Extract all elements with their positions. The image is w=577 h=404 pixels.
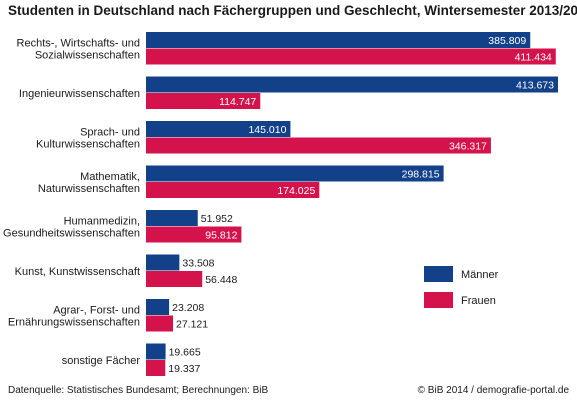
bar-frauen [146, 226, 242, 243]
bar-frauen [146, 360, 166, 376]
category-label: Mathematik, Naturwissenschaften [38, 171, 140, 195]
category-labels: Rechts-, Wirtschafts- und Sozialwissensch… [3, 37, 140, 367]
footer-credit: © BiB 2014 / demografie-portal.de [417, 385, 569, 396]
value-label: 145.010 [248, 124, 286, 136]
value-label: 19.337 [168, 363, 200, 375]
footer-source: Datenquelle: Statistisches Bundesamt; Be… [8, 385, 269, 396]
bar-frauen [146, 271, 203, 287]
bar-m-nner [146, 299, 170, 315]
legend: Männer Frauen [424, 266, 499, 308]
value-label: 411.434 [515, 52, 552, 64]
bar-frauen [146, 93, 261, 109]
chart-title: Studenten in Deutschland nach Fächergrup… [8, 3, 577, 18]
value-label: 174.025 [277, 185, 315, 197]
bar-frauen [146, 182, 320, 198]
value-label: 346.317 [449, 141, 487, 153]
category-label: Kunst, Kunstwissenschaft [15, 266, 140, 278]
value-label: 95.812 [205, 230, 237, 242]
legend-swatch-m-nner [424, 266, 453, 282]
value-label: 385.809 [488, 35, 526, 47]
legend-swatch-frauen [424, 292, 453, 308]
category-label: sonstige Fächer [62, 355, 141, 367]
legend-label-frauen: Frauen [461, 295, 496, 307]
value-label: 56.448 [205, 274, 237, 286]
bar-m-nner [146, 121, 291, 137]
category-label: Humanmedizin, Gesundheitswissenschaften [3, 215, 140, 239]
category-label: Sprach- und Kulturwissenschaften [36, 126, 140, 150]
category-label: Rechts-, Wirtschafts- und Sozialwissensch… [17, 37, 140, 61]
bar-frauen [146, 315, 174, 332]
bar-m-nner [146, 76, 558, 93]
value-label: 51.952 [201, 213, 233, 225]
value-label: 23.208 [172, 302, 204, 314]
legend-label-m-nner: Männer [461, 269, 499, 281]
value-label: 413.673 [516, 80, 554, 92]
bar-frauen [146, 48, 556, 65]
value-label: 19.665 [169, 347, 201, 359]
value-label: 114.747 [219, 96, 256, 108]
bar-m-nner [146, 210, 198, 226]
bar-m-nner [146, 343, 166, 360]
bar-frauen [146, 137, 491, 154]
bar-m-nner [146, 254, 180, 271]
category-label: Ingenieurwissenschaften [19, 88, 140, 100]
value-label: 27.121 [176, 319, 208, 331]
value-label: 33.508 [182, 258, 214, 270]
bar-m-nner [146, 32, 531, 48]
category-label: Agrar-, Forst- und Ernährungswissenschaft… [8, 304, 140, 328]
value-label: 298.815 [402, 169, 440, 181]
bar-m-nner [146, 165, 444, 182]
bars-group: 385.809 411.434 413.673 114.747 145.010 346.3… [146, 32, 558, 376]
